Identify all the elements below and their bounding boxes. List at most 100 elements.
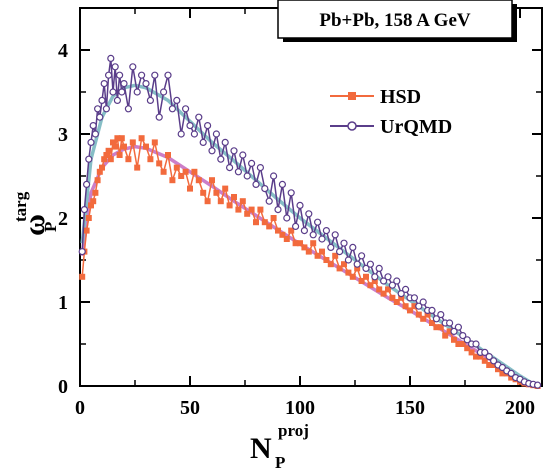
- plot-frame: [79, 7, 543, 387]
- data-point: [217, 155, 225, 163]
- data-point: [477, 353, 484, 360]
- data-point: [397, 290, 405, 298]
- data-point: [85, 155, 93, 163]
- data-point: [283, 236, 290, 242]
- data-point: [340, 239, 348, 247]
- x-axis-label-sub: P: [275, 453, 285, 472]
- data-point: [178, 173, 185, 179]
- data-point: [495, 366, 501, 373]
- data-point: [235, 206, 242, 213]
- y-tick-label: 1: [58, 292, 68, 314]
- data-point: [499, 370, 506, 377]
- data-point: [164, 71, 172, 79]
- data-point: [380, 277, 388, 285]
- data-point: [142, 79, 150, 88]
- data-point: [199, 138, 207, 146]
- data-point: [331, 231, 339, 239]
- y-axis-label-main: ω: [18, 214, 51, 236]
- data-point: [222, 185, 229, 192]
- data-point: [186, 121, 194, 130]
- legend-label: HSD: [380, 86, 421, 108]
- data-point: [533, 381, 542, 389]
- data-point: [353, 260, 361, 268]
- data-point: [230, 147, 238, 155]
- data-point: [278, 180, 286, 188]
- data-point: [455, 341, 462, 347]
- data-point: [109, 88, 117, 96]
- data-point: [187, 185, 193, 192]
- data-point: [287, 189, 295, 197]
- data-point: [420, 315, 427, 322]
- data-point: [252, 180, 260, 188]
- data-point: [98, 96, 106, 105]
- data-point: [124, 105, 132, 113]
- data-point: [349, 243, 357, 251]
- y-axis-label: ω P targ: [11, 191, 60, 236]
- title-box: Pb+Pb, 158 A GeV: [277, 0, 517, 42]
- data-point: [446, 328, 453, 335]
- legend-entry-urqmd: UrQMD: [330, 116, 452, 138]
- data-point: [415, 302, 423, 310]
- data-point: [261, 219, 268, 226]
- data-point: [208, 147, 216, 155]
- series-line: [81, 58, 538, 386]
- data-point: [120, 79, 128, 88]
- data-point: [138, 135, 145, 142]
- data-point: [221, 138, 229, 146]
- data-point: [113, 96, 122, 105]
- data-point: [402, 285, 410, 293]
- x-axis-label: N P proj: [250, 421, 309, 472]
- data-point: [433, 324, 440, 331]
- data-point: [442, 332, 449, 339]
- data-point: [147, 156, 154, 163]
- data-point: [156, 160, 163, 167]
- data-point: [118, 88, 126, 96]
- data-point: [168, 105, 176, 113]
- data-point: [371, 278, 378, 284]
- data-point: [410, 294, 418, 302]
- data-point: [407, 307, 413, 314]
- data-point: [90, 198, 97, 205]
- data-point: [389, 294, 396, 301]
- data-point: [204, 198, 211, 205]
- data-point: [432, 315, 440, 323]
- data-point: [275, 227, 281, 234]
- data-point: [349, 273, 356, 280]
- data-point: [101, 156, 108, 163]
- data-point: [292, 240, 299, 247]
- data-point: [481, 348, 489, 356]
- data-point: [451, 336, 457, 343]
- data-point: [274, 206, 282, 214]
- data-point: [270, 215, 277, 221]
- data-point: [486, 362, 493, 368]
- data-point: [96, 168, 103, 175]
- data-point: [129, 63, 137, 71]
- data-point: [115, 71, 124, 79]
- data-point: [111, 63, 119, 71]
- data-point: [121, 143, 127, 150]
- data-point: [322, 227, 330, 235]
- data-point: [305, 210, 313, 218]
- data-point: [385, 286, 391, 293]
- data-point: [226, 164, 234, 172]
- data-point: [79, 273, 86, 280]
- legend-entry-hsd: HSD: [330, 86, 421, 108]
- data-point: [169, 177, 176, 184]
- data-point: [283, 214, 291, 222]
- data-point: [375, 264, 383, 272]
- legend: HSD UrQMD: [330, 86, 452, 138]
- data-point: [160, 168, 167, 175]
- data-point: [358, 278, 365, 284]
- data-point: [217, 198, 224, 205]
- data-point: [454, 323, 462, 331]
- x-tick-label: 200: [505, 397, 535, 419]
- y-tick-label: 2: [58, 208, 68, 230]
- data-point: [265, 197, 273, 205]
- data-point: [213, 189, 220, 196]
- data-point: [402, 303, 409, 310]
- data-point: [393, 299, 400, 305]
- data-point: [314, 218, 322, 226]
- data-point: [380, 290, 387, 297]
- data-point: [437, 311, 445, 319]
- data-point: [354, 265, 361, 272]
